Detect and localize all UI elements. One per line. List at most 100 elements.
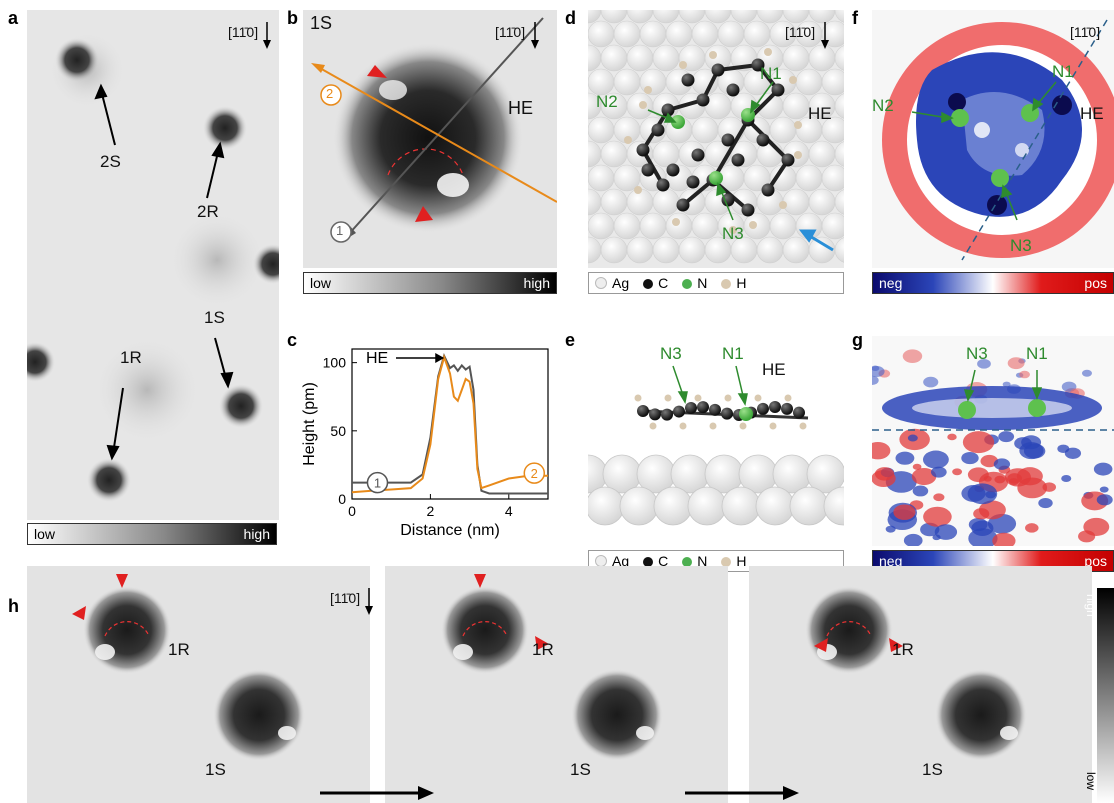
panel-label-f: f [852, 8, 858, 28]
y-tick-label: 0 [338, 491, 346, 507]
marker-2 [523, 462, 546, 484]
direction-arrow-a [263, 22, 271, 49]
red-marker [474, 574, 486, 588]
label-n1-e: N1 [722, 344, 744, 363]
panel-f-charge-map-top [872, 10, 1114, 268]
direction-arrow-h [365, 588, 373, 615]
frame-1 [27, 566, 370, 803]
direction-label-h: [11̄0] [330, 590, 361, 606]
molecule-1s [935, 669, 1027, 761]
x-tick-label: 4 [505, 503, 513, 519]
molecule-2s [55, 38, 99, 82]
x-axis-label: Distance (nm) [400, 522, 500, 539]
atom-legend-d: Ag C N H [588, 272, 844, 294]
panel-label-b: b [287, 8, 298, 28]
colorbar-high: high [523, 275, 550, 291]
y-tick-label: 50 [330, 423, 346, 439]
legend-c: C [643, 553, 668, 569]
molecule-1r [87, 458, 131, 502]
colorbar-h [1097, 588, 1114, 803]
legend-h: H [721, 553, 747, 569]
label-n1-d: N1 [760, 64, 782, 83]
panel-b-title: 1S [310, 13, 333, 33]
direction-label-a: [11̄0] [228, 24, 259, 40]
colorbar-f: neg pos [872, 272, 1114, 294]
red-marker [367, 65, 387, 78]
label-n2-d: N2 [596, 92, 618, 111]
colorbar-pos: pos [1084, 553, 1107, 569]
red-marker [889, 638, 903, 652]
red-marker [415, 206, 433, 222]
label-2s: 2S [100, 152, 121, 171]
label-1r-h3: 1R [892, 640, 914, 659]
molecule-1s [219, 384, 263, 428]
panel-h-image-sequence [27, 566, 1114, 803]
label-he-b: HE [508, 98, 534, 118]
label-he-f: HE [1080, 104, 1104, 123]
label-1s-h2: 1S [570, 760, 591, 779]
direction-arrow-d [821, 22, 829, 49]
label-n3-e: N3 [660, 344, 682, 363]
legend-n: N [682, 553, 707, 569]
marker-1-label: 1 [374, 476, 381, 491]
series-line-1 [352, 352, 548, 495]
label-n3-g: N3 [966, 344, 988, 363]
panel-d-model-top [588, 10, 844, 268]
label-1s: 1S [204, 308, 225, 327]
panel-g-charge-map-side [872, 336, 1114, 546]
panel-a-stm-image [27, 10, 279, 520]
direction-label-f: [11̄0] [1070, 24, 1101, 40]
red-marker [814, 638, 828, 652]
label-1r: 1R [120, 348, 142, 367]
label-1s-h3: 1S [922, 760, 943, 779]
panel-label-a: a [8, 8, 19, 28]
legend-c: C [643, 275, 668, 291]
x-tick-label: 2 [427, 503, 435, 519]
label-n3-d: N3 [722, 224, 744, 243]
colorbar-b: low high [303, 272, 557, 294]
legend-ag: Ag [595, 553, 629, 569]
line-2-label: 2 [326, 86, 334, 101]
label-1r-h1: 1R [168, 640, 190, 659]
colorbar-low: low [34, 526, 56, 542]
colorbar-neg: neg [879, 275, 903, 291]
height-profile-chart: 0 2 4 0 50 100 Distance (nm) Height (pm) HE 1 2 [301, 348, 549, 539]
label-n3-f: N3 [1010, 236, 1032, 255]
marker-2-label: 2 [531, 466, 538, 481]
label-2r: 2R [197, 202, 219, 221]
panel-e-model-side [588, 336, 844, 546]
red-marker [116, 574, 128, 588]
molecule-1s [213, 669, 305, 761]
label-he-d: HE [808, 104, 832, 123]
colorbar-h-low: low [1084, 772, 1098, 791]
colorbar-high: high [243, 526, 270, 542]
label-n1-f: N1 [1052, 62, 1074, 81]
series-line-2 [351, 353, 548, 494]
panel-b-stm-image [303, 10, 557, 268]
direction-arrow-b [531, 22, 539, 49]
colorbar-a: low high [27, 523, 277, 545]
colorbar-pos: pos [1084, 275, 1107, 291]
x-tick-label: 0 [348, 503, 356, 519]
panel-label-e: e [565, 330, 576, 350]
label-1s-h1: 1S [205, 760, 226, 779]
colorbar-low: low [310, 275, 332, 291]
legend-ag: Ag [595, 275, 629, 291]
sequence-arrow-1 [320, 786, 434, 800]
frame-3 [749, 566, 1092, 803]
sequence-arrow-2 [685, 786, 799, 800]
y-axis-label: Height (pm) [301, 382, 318, 466]
red-marker [535, 636, 549, 650]
colorbar-neg: neg [879, 553, 903, 569]
he-label: HE [366, 350, 388, 367]
line-1-label: 1 [336, 223, 344, 238]
molecule-1r [805, 586, 893, 674]
profile-line-1 [347, 17, 544, 236]
plot-frame [351, 348, 549, 500]
direction-label-d: [11̄0] [785, 24, 816, 40]
direction-label-b: [11̄0] [495, 24, 526, 40]
legend-n: N [682, 275, 707, 291]
molecule-1r [83, 586, 171, 674]
label-1r-h2: 1R [532, 640, 554, 659]
panel-label-g: g [852, 330, 863, 350]
